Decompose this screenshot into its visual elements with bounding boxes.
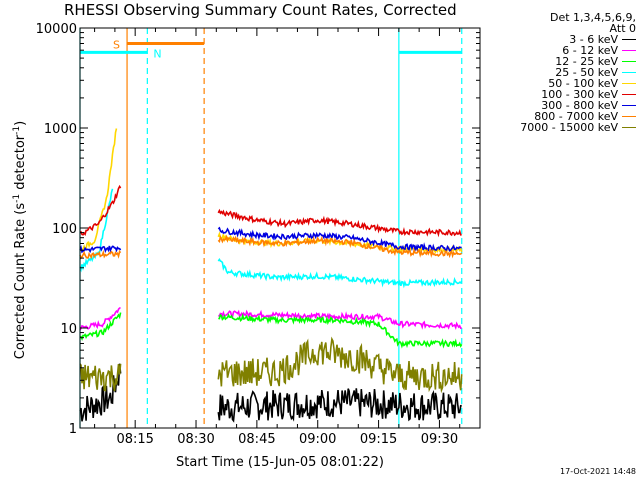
legend-header-line-1: Det 1,3,4,5,6,9,: [549, 11, 636, 24]
legend-swatch: [622, 39, 636, 40]
series-line: [217, 234, 463, 259]
legend-item-label: 6 - 12 keV: [562, 44, 618, 57]
series-line: [79, 363, 122, 392]
legend-item-label: 3 - 6 keV: [569, 33, 618, 46]
legend-item: 100 - 300 keV: [484, 89, 636, 100]
series-line: [217, 208, 462, 238]
legend-swatch: [622, 72, 636, 73]
legend-item: 800 - 7000 keV: [484, 111, 636, 122]
legend-item-label: 100 - 300 keV: [541, 88, 618, 101]
y-tick-label: 1: [69, 422, 77, 437]
x-tick-label: 08:15: [116, 432, 153, 447]
series-line: [79, 249, 122, 260]
chart-axis-layer: 08:15 08:30 08:45 09:00 09:15 09:30 1 10 100 1000…: [36, 22, 481, 447]
x-tick-label: 08:45: [238, 432, 275, 447]
series-line: [217, 309, 462, 330]
legend-swatch: [622, 94, 636, 95]
x-tick-label: 09:00: [299, 432, 336, 447]
legend-item-label: 25 - 50 keV: [555, 66, 618, 79]
y-tick-label: 1000: [44, 122, 77, 137]
x-tick-label: 08:30: [177, 432, 214, 447]
y-tick-label: 10: [60, 322, 77, 337]
timestamp: 17-Oct-2021 14:48: [560, 467, 636, 476]
series-line: [79, 245, 122, 254]
legend-item: 6 - 12 keV: [484, 45, 636, 56]
chart-data-layer: [79, 128, 463, 423]
legend-item-label: 800 - 7000 keV: [534, 110, 618, 123]
legend-swatch: [622, 105, 636, 106]
legend-item-label: 7000 - 15000 keV: [520, 121, 618, 134]
legend-item: 12 - 25 keV: [484, 56, 636, 67]
legend-swatch: [622, 127, 636, 128]
chart-title: RHESSI Observing Summary Count Rates, Co…: [64, 1, 457, 19]
legend-item-label: 300 - 800 keV: [541, 99, 618, 112]
series-line: [217, 226, 462, 253]
legend-swatch: [622, 50, 636, 51]
series-line: [79, 307, 121, 331]
series-line: [79, 312, 122, 342]
legend-item: 7000 - 15000 keV: [484, 122, 636, 133]
y-axis-title-main: Corrected Count Rate (s: [13, 203, 28, 360]
legend-item-label: 50 - 100 keV: [548, 77, 618, 90]
legend-swatch: [622, 61, 636, 62]
legend-item-label: 12 - 25 keV: [555, 55, 618, 68]
y-axis-title-sup1: -1: [12, 194, 22, 203]
y-axis-title-end: ): [13, 121, 28, 126]
x-tick-label: 09:30: [421, 432, 458, 447]
legend-item: 25 - 50 keV: [484, 67, 636, 78]
series-line: [218, 312, 463, 349]
legend: Det 1,3,4,5,6,9, Att 0 3 - 6 keV 6 - 12 k…: [484, 12, 636, 133]
series-line: [217, 258, 463, 289]
series-line: [217, 336, 463, 394]
legend-item: 3 - 6 keV: [484, 34, 636, 45]
legend-swatch: [622, 83, 636, 84]
x-tick-label: 09:15: [360, 432, 397, 447]
x-axis-title: Start Time (15-Jun-05 08:01:22): [176, 455, 384, 470]
span-label: N: [153, 47, 161, 60]
legend-items: 3 - 6 keV 6 - 12 keV 12 - 25 keV 25 - 50 ke…: [484, 34, 636, 133]
span-label: S: [113, 38, 120, 51]
series-line: [79, 363, 122, 422]
y-axis-title-sup2: -1: [12, 126, 22, 135]
legend-item: 300 - 800 keV: [484, 100, 636, 111]
legend-item: 50 - 100 keV: [484, 78, 636, 89]
series-line: [217, 388, 462, 423]
y-axis-title-mid: detector: [13, 134, 28, 194]
legend-header-line-2: Att 0: [609, 22, 636, 35]
y-tick-label: 100: [52, 222, 77, 237]
series-line: [79, 188, 114, 273]
y-tick-label: 10000: [36, 22, 77, 37]
legend-swatch: [622, 116, 636, 117]
y-axis-title: Corrected Count Rate (s-1 detector-1): [12, 121, 28, 359]
series-line: [79, 184, 122, 237]
chart-frame-layer: SN: [79, 28, 463, 428]
